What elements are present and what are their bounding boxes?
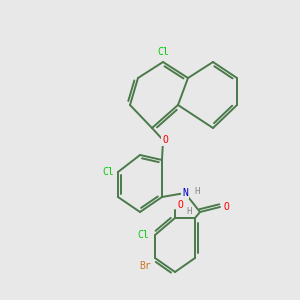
Text: H: H [194,187,200,196]
Text: H: H [186,208,192,217]
Text: Cl: Cl [157,47,169,57]
Text: O: O [223,202,229,212]
Text: Br: Br [139,261,151,271]
Text: N: N [182,188,188,198]
Text: O: O [177,200,183,210]
Text: Cl: Cl [102,167,114,177]
Text: O: O [162,135,168,145]
Text: Cl: Cl [137,230,149,240]
